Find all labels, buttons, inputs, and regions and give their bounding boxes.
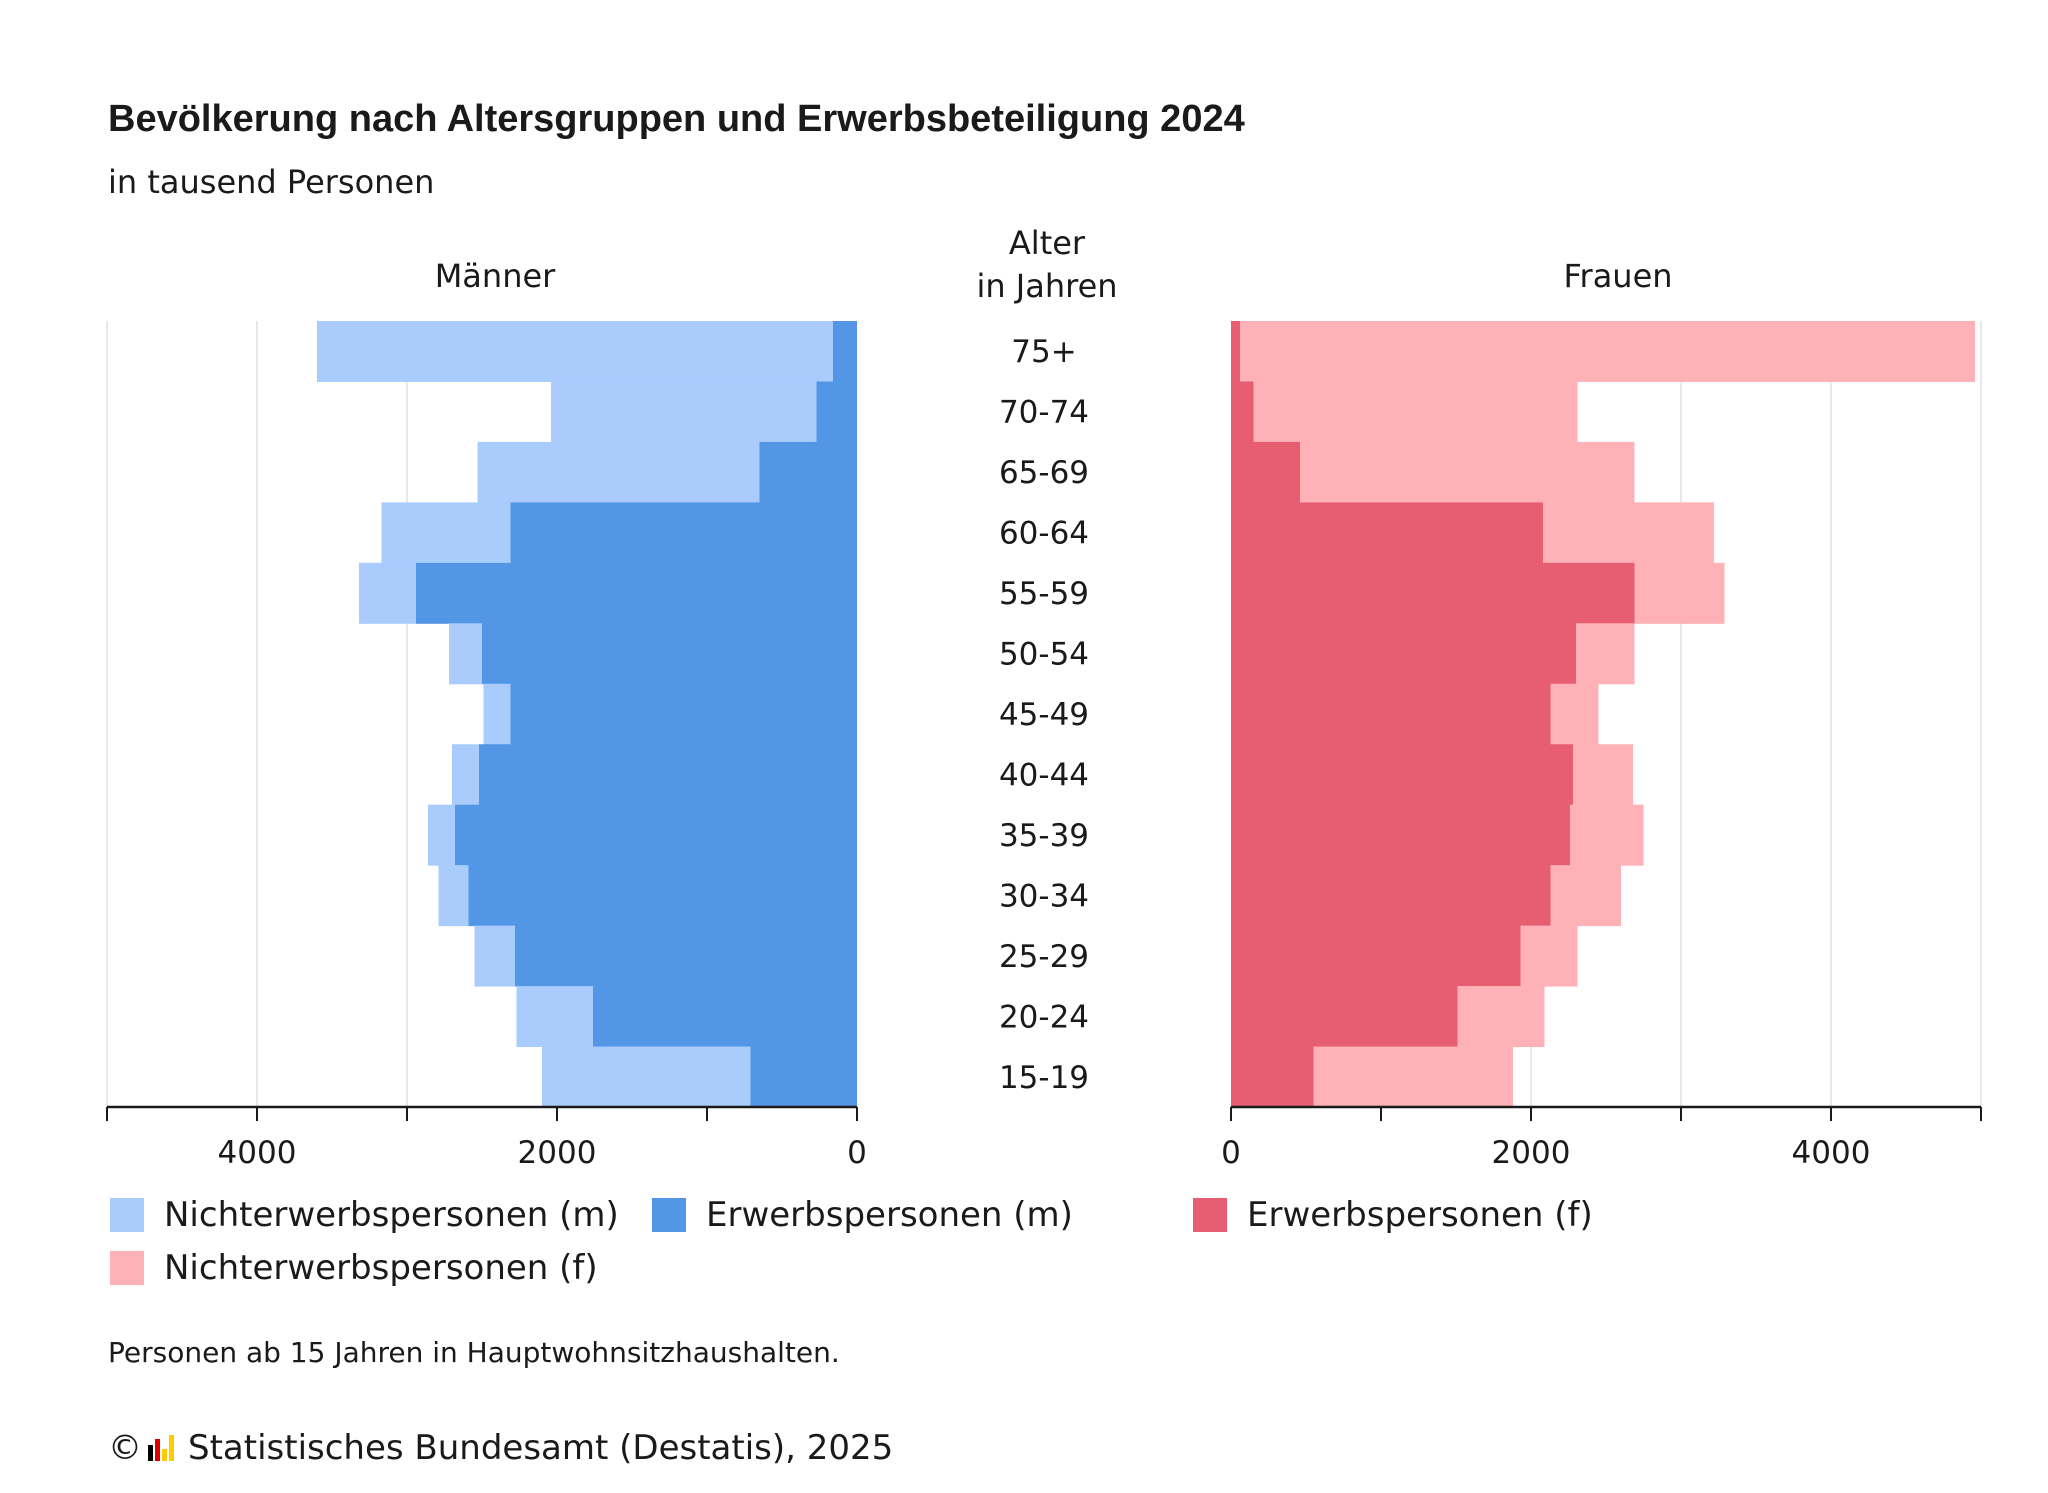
age-group-label: 50-54 <box>999 637 1089 673</box>
x-tick-label-left: 4000 <box>218 1135 297 1171</box>
bar-nichterwerbspersonen-f <box>1313 1046 1513 1108</box>
panel-label-maenner: Männer <box>435 257 556 295</box>
bar-erwerbspersonen-f <box>1231 925 1521 987</box>
x-tick-label-right: 4000 <box>1792 1135 1871 1171</box>
legend-item-nichterwerb-f[interactable]: Nichterwerbspersonen (f) <box>110 1248 598 1288</box>
bar-erwerbspersonen-f <box>1231 683 1551 745</box>
legend-label: Nichterwerbspersonen (m) <box>164 1195 619 1235</box>
bar-erwerbspersonen-m <box>833 321 857 382</box>
bar-nichterwerbspersonen-f <box>1550 683 1599 745</box>
bar-erwerbspersonen-f <box>1231 381 1254 443</box>
age-group-label: 45-49 <box>999 697 1089 733</box>
center-label-in-jahren: in Jahren <box>976 267 1117 305</box>
bar-nichterwerbspersonen-f <box>1550 865 1621 927</box>
bar-erwerbspersonen-m <box>510 683 857 745</box>
legend-swatch <box>110 1251 144 1285</box>
legend-swatch <box>110 1198 144 1232</box>
bar-nichterwerbspersonen-f <box>1543 502 1714 564</box>
bar-erwerbspersonen-f <box>1231 865 1551 927</box>
bar-erwerbspersonen-m <box>482 623 857 685</box>
legend-swatch <box>652 1198 686 1232</box>
bar-nichterwerbspersonen-m <box>438 865 469 927</box>
bar-nichterwerbspersonen-f <box>1520 925 1578 987</box>
copyright-icon: © <box>108 1428 142 1468</box>
age-group-label: 25-29 <box>999 939 1089 975</box>
bar-nichterwerbspersonen-m <box>428 804 455 866</box>
bar-nichterwerbspersonen-f <box>1457 986 1545 1048</box>
age-group-label: 35-39 <box>999 818 1089 854</box>
age-group-label: 15-19 <box>999 1060 1089 1096</box>
legend-item-nichterwerb-m[interactable]: Nichterwerbspersonen (m) <box>110 1195 619 1235</box>
x-tick-label-right: 2000 <box>1492 1135 1571 1171</box>
bar-erwerbspersonen-m <box>759 441 857 503</box>
x-tick-label-left: 0 <box>847 1135 867 1171</box>
bar-erwerbspersonen-f <box>1231 441 1300 503</box>
bar-nichterwerbspersonen-m <box>542 1046 751 1108</box>
bar-nichterwerbspersonen-m <box>516 986 593 1048</box>
legend-label: Nichterwerbspersonen (f) <box>164 1248 598 1288</box>
bar-nichterwerbspersonen-f <box>1253 381 1578 443</box>
bar-nichterwerbspersonen-f <box>1240 321 1975 382</box>
bar-erwerbspersonen-m <box>515 925 857 987</box>
bar-erwerbspersonen-m <box>416 562 857 624</box>
bar-nichterwerbspersonen-f <box>1576 623 1635 685</box>
bar-nichterwerbspersonen-m <box>477 441 760 503</box>
age-group-label: 65-69 <box>999 455 1089 491</box>
age-group-label: 75+ <box>1011 334 1076 370</box>
bar-nichterwerbspersonen-m <box>449 623 482 685</box>
bar-nichterwerbspersonen-m <box>359 562 416 624</box>
x-tick-label-left: 2000 <box>518 1135 597 1171</box>
bar-erwerbspersonen-f <box>1231 321 1240 382</box>
bar-nichterwerbspersonen-f <box>1634 562 1725 624</box>
footnote: Personen ab 15 Jahren in Hauptwohnsitzha… <box>108 1336 840 1369</box>
bar-nichterwerbspersonen-m <box>474 925 515 987</box>
bar-erwerbspersonen-f <box>1231 623 1576 685</box>
bar-erwerbspersonen-f <box>1231 986 1458 1048</box>
bar-nichterwerbspersonen-m <box>381 502 511 564</box>
legend-item-erwerb-m[interactable]: Erwerbspersonen (m) <box>652 1195 1073 1235</box>
bar-nichterwerbspersonen-m <box>483 683 511 745</box>
x-tick-label-right: 0 <box>1221 1135 1241 1171</box>
legend-item-erwerb-f[interactable]: Erwerbspersonen (f) <box>1193 1195 1593 1235</box>
legend-swatch <box>1193 1198 1227 1232</box>
bar-erwerbspersonen-m <box>468 865 857 927</box>
panel-label-frauen: Frauen <box>1563 257 1672 295</box>
bar-nichterwerbspersonen-f <box>1300 441 1635 503</box>
age-group-label: 60-64 <box>999 516 1089 552</box>
population-pyramid-chart: 75+ 70-74 65-69 60-64 55-59 50-54 45-49 40-44 35… <box>106 224 1982 1171</box>
legend-label: Erwerbspersonen (m) <box>706 1195 1073 1235</box>
bar-erwerbspersonen-m <box>510 502 857 564</box>
bar-erwerbspersonen-m <box>455 804 857 866</box>
bar-erwerbspersonen-m <box>816 381 857 443</box>
bar-nichterwerbspersonen-f <box>1570 804 1644 866</box>
destatis-logo-icon <box>148 1435 178 1461</box>
bar-nichterwerbspersonen-m <box>452 744 479 806</box>
age-group-label: 70-74 <box>999 395 1089 431</box>
bar-erwerbspersonen-m <box>750 1046 857 1108</box>
age-group-label: 55-59 <box>999 576 1089 612</box>
chart-subtitle: in tausend Personen <box>108 163 435 201</box>
age-group-label: 40-44 <box>999 757 1089 793</box>
chart-title: Bevölkerung nach Altersgruppen und Erwer… <box>108 98 1245 140</box>
bar-nichterwerbspersonen-f <box>1573 744 1633 806</box>
source-text: Statistisches Bundesamt (Destatis), 2025 <box>188 1428 894 1468</box>
bar-erwerbspersonen-f <box>1231 1046 1314 1108</box>
center-label-alter: Alter <box>1009 224 1086 262</box>
bar-erwerbspersonen-f <box>1231 744 1573 806</box>
bar-erwerbspersonen-m <box>479 744 857 806</box>
source-line: © Statistisches Bundesamt (Destatis), 20… <box>108 1428 893 1468</box>
bar-nichterwerbspersonen-m <box>551 381 817 443</box>
age-group-label: 20-24 <box>999 999 1089 1035</box>
bar-nichterwerbspersonen-m <box>317 321 833 382</box>
legend-label: Erwerbspersonen (f) <box>1247 1195 1593 1235</box>
bar-erwerbspersonen-f <box>1231 502 1543 564</box>
bar-erwerbspersonen-f <box>1231 562 1635 624</box>
bar-erwerbspersonen-f <box>1231 804 1570 866</box>
age-group-label: 30-34 <box>999 878 1089 914</box>
bar-erwerbspersonen-m <box>593 986 857 1048</box>
